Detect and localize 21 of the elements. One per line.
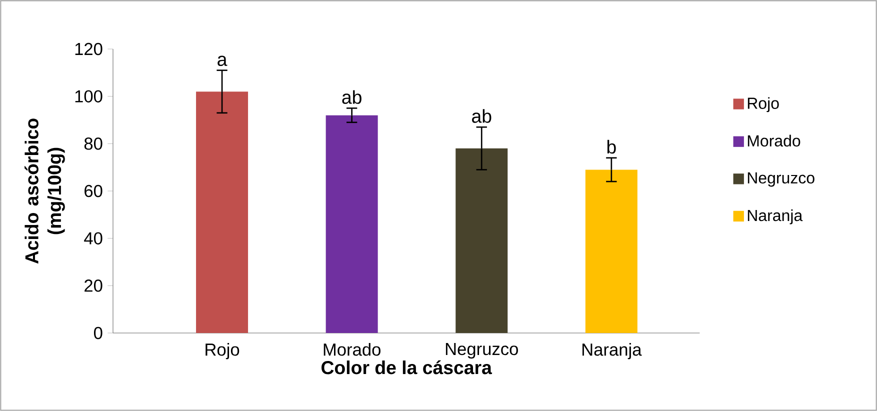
y-tick-label: 40 — [84, 232, 102, 244]
x-axis-title: Color de la cáscara — [322, 360, 492, 374]
annotation: ab — [342, 90, 362, 104]
y-tick-label: 60 — [84, 184, 102, 198]
y-tick-label: 80 — [84, 138, 102, 150]
legend-label: Naranja — [748, 209, 803, 224]
legend-label: Rojo — [748, 97, 779, 112]
legend-label: Negruzco — [748, 172, 814, 187]
x-tick-label: Morado — [324, 343, 380, 356]
y-tick-label: 20 — [84, 280, 102, 292]
y-tick-label: 100 — [75, 90, 102, 102]
y-tick-label: 0 — [94, 326, 102, 340]
legend-label: Morado — [748, 134, 800, 147]
x-tick-label: Negruzco — [446, 343, 518, 359]
annotation: b — [607, 140, 616, 154]
x-tick-label: Naranja — [582, 343, 642, 360]
annotation: ab — [472, 109, 492, 123]
y-axis-title: Acido ascórbico (mg/100g) — [24, 118, 65, 264]
y-tick-label: 120 — [75, 42, 102, 56]
annotation: a — [218, 56, 228, 66]
x-tick-label: Rojo — [206, 343, 240, 360]
